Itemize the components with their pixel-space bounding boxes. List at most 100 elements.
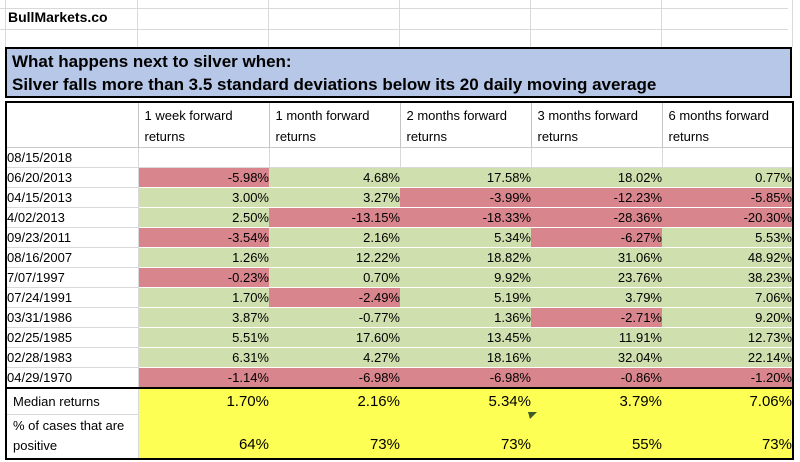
column-header-1[interactable]: 1 week forward returns — [138, 102, 270, 148]
column-header-4[interactable]: 3 months forward returns — [531, 102, 663, 148]
return-value-cell[interactable] — [662, 147, 794, 168]
return-value-cell[interactable]: 18.16% — [400, 347, 531, 368]
return-value-cell[interactable]: 0.77% — [662, 167, 793, 188]
return-value-cell[interactable]: -2.49% — [269, 287, 400, 308]
returns-table: 1 week forward returns 1 month forward re… — [5, 101, 794, 460]
return-value-cell[interactable]: 4.68% — [269, 167, 400, 188]
return-value-cell[interactable]: -1.20% — [662, 367, 793, 388]
return-value-cell[interactable]: 22.14% — [662, 347, 793, 368]
return-value-cell[interactable]: 0.70% — [269, 267, 400, 288]
summary-row-label[interactable]: Median returns — [6, 386, 139, 415]
column-header-2[interactable]: 1 month forward returns — [269, 102, 401, 148]
table-row: 09/23/2011 -3.54% 2.16% 5.34% -6.27% 5.53% — [6, 227, 793, 248]
row-date-cell[interactable]: 04/29/1970 — [6, 367, 139, 388]
row-date-cell[interactable]: 03/31/1986 — [6, 307, 139, 328]
row-date-cell[interactable]: 07/24/1991 — [6, 287, 139, 308]
return-value-cell[interactable]: 9.20% — [662, 307, 793, 328]
return-value-cell[interactable]: -5.85% — [662, 187, 793, 208]
return-value-cell[interactable]: 2.16% — [269, 227, 400, 248]
summary-value-cell[interactable]: 3.79% — [531, 386, 662, 415]
row-date-cell[interactable]: 06/20/2013 — [6, 167, 139, 188]
return-value-cell[interactable]: -6.98% — [269, 367, 400, 388]
return-value-cell[interactable]: 3.79% — [531, 287, 662, 308]
return-value-cell[interactable]: 4.27% — [269, 347, 400, 368]
return-value-cell[interactable]: -13.15% — [269, 207, 400, 228]
return-value-cell[interactable]: 18.02% — [531, 167, 662, 188]
return-value-cell[interactable]: 9.92% — [400, 267, 531, 288]
return-value-cell[interactable]: 1.36% — [400, 307, 531, 328]
return-value-cell[interactable]: 32.04% — [531, 347, 662, 368]
return-value-cell[interactable]: -0.77% — [269, 307, 400, 328]
row-date-cell[interactable]: 7/07/1997 — [6, 267, 139, 288]
return-value-cell[interactable]: -18.33% — [400, 207, 531, 228]
column-header-5[interactable]: 6 months forward returns — [662, 102, 793, 148]
return-value-cell[interactable]: 11.91% — [531, 327, 662, 348]
return-value-cell[interactable]: -20.30% — [662, 207, 793, 228]
row-date-cell[interactable]: 4/02/2013 — [6, 207, 139, 228]
return-value-cell[interactable]: -0.23% — [138, 267, 269, 288]
return-value-cell[interactable]: -3.99% — [400, 187, 531, 208]
return-value-cell[interactable]: 12.73% — [662, 327, 793, 348]
row-date-cell[interactable]: 02/25/1985 — [6, 327, 139, 348]
return-value-cell[interactable]: 31.06% — [531, 247, 662, 268]
return-value-cell[interactable]: -28.36% — [531, 207, 662, 228]
return-value-cell[interactable]: 3.87% — [138, 307, 269, 328]
summary-value-cell[interactable]: 64% — [138, 414, 269, 459]
summary-value-cell[interactable]: 1.70% — [138, 386, 269, 415]
summary-value-cell[interactable]: 7.06% — [662, 386, 793, 415]
row-date-cell[interactable]: 04/15/2013 — [6, 187, 139, 208]
gridline — [661, 0, 662, 47]
title-line-1: What happens next to silver when: — [12, 52, 292, 71]
row-date-cell[interactable]: 09/23/2011 — [6, 227, 139, 248]
return-value-cell[interactable]: 13.45% — [400, 327, 531, 348]
return-value-cell[interactable]: 6.31% — [138, 347, 269, 368]
return-value-cell[interactable]: 17.60% — [269, 327, 400, 348]
return-value-cell[interactable]: 2.50% — [138, 207, 269, 228]
return-value-cell[interactable]: 7.06% — [662, 287, 793, 308]
percent-positive-row: % of cases that are positive 64% 73% 73% 55%… — [6, 414, 793, 459]
return-value-cell[interactable] — [138, 147, 270, 168]
return-value-cell[interactable]: 18.82% — [400, 247, 531, 268]
brand-text: BullMarkets.co — [8, 9, 108, 25]
summary-value-cell[interactable]: 73% — [269, 414, 400, 459]
summary-value-cell[interactable]: 2.16% — [269, 386, 400, 415]
return-value-cell[interactable]: -0.86% — [531, 367, 662, 388]
return-value-cell[interactable]: 5.19% — [400, 287, 531, 308]
summary-value-cell[interactable]: 73% — [662, 414, 793, 459]
row-date-cell[interactable]: 08/16/2007 — [6, 247, 139, 268]
summary-value-cell[interactable]: 55% — [531, 414, 662, 459]
summary-value-cell[interactable]: 73% — [400, 414, 531, 459]
return-value-cell[interactable]: 3.00% — [138, 187, 269, 208]
return-value-cell[interactable]: 1.26% — [138, 247, 269, 268]
return-value-cell[interactable]: 23.76% — [531, 267, 662, 288]
summary-row-label[interactable]: % of cases that are positive — [6, 414, 139, 459]
summary-value-cell[interactable]: 5.34% — [400, 386, 531, 415]
column-header-3[interactable]: 2 months forward returns — [400, 102, 532, 148]
return-value-cell[interactable]: -6.27% — [531, 227, 662, 248]
return-value-cell[interactable]: 17.58% — [400, 167, 531, 188]
return-value-cell[interactable]: 1.70% — [138, 287, 269, 308]
row-date-cell[interactable]: 08/15/2018 — [6, 147, 139, 168]
return-value-cell[interactable]: 5.34% — [400, 227, 531, 248]
gridline — [137, 0, 138, 47]
return-value-cell[interactable]: -1.14% — [138, 367, 269, 388]
return-value-cell[interactable] — [400, 147, 532, 168]
return-value-cell[interactable] — [531, 147, 663, 168]
header-corner-cell[interactable] — [6, 102, 139, 148]
return-value-cell[interactable]: 48.92% — [662, 247, 793, 268]
row-date-cell[interactable]: 02/28/1983 — [6, 347, 139, 368]
table-row: 7/07/1997 -0.23% 0.70% 9.92% 23.76% 38.23% — [6, 267, 793, 288]
return-value-cell[interactable]: 3.27% — [269, 187, 400, 208]
return-value-cell[interactable]: -3.54% — [138, 227, 269, 248]
return-value-cell[interactable] — [269, 147, 401, 168]
return-value-cell[interactable]: 5.51% — [138, 327, 269, 348]
return-value-cell[interactable]: -2.71% — [531, 307, 662, 328]
table-row: 07/24/1991 1.70% -2.49% 5.19% 3.79% 7.06% — [6, 287, 793, 308]
return-value-cell[interactable]: 5.53% — [662, 227, 793, 248]
return-value-cell[interactable]: -12.23% — [531, 187, 662, 208]
return-value-cell[interactable]: 12.22% — [269, 247, 400, 268]
return-value-cell[interactable]: -5.98% — [138, 167, 269, 188]
return-value-cell[interactable]: -6.98% — [400, 367, 531, 388]
return-value-cell[interactable]: 38.23% — [662, 267, 793, 288]
